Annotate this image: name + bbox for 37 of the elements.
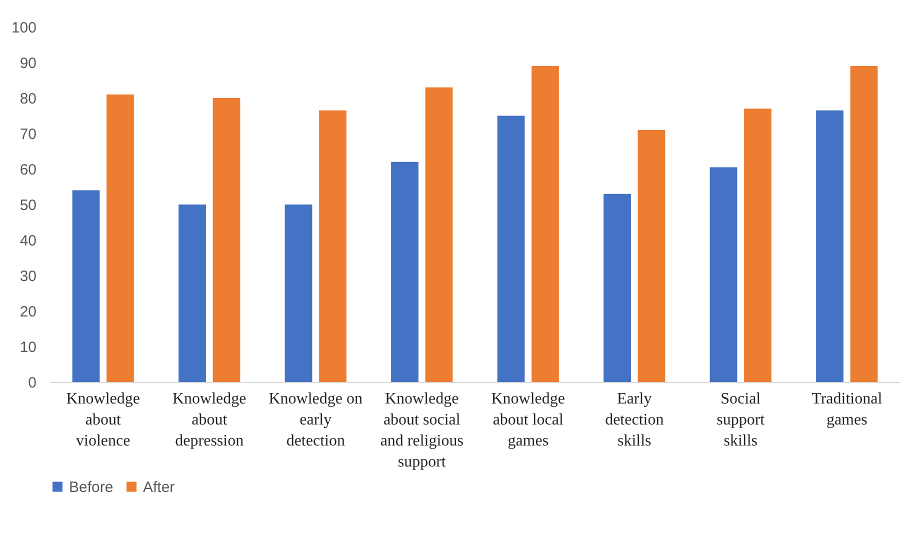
bar	[816, 110, 844, 382]
y-tick-label: 30	[20, 268, 36, 285]
y-tick-label: 60	[20, 162, 36, 178]
bar	[212, 98, 240, 382]
y-tick-label: 10	[20, 339, 36, 356]
x-tick-label: Knowledge about violence	[66, 390, 140, 450]
bar	[391, 162, 418, 382]
bar	[497, 116, 525, 382]
x-tick-label: Early detection skills	[605, 390, 664, 450]
x-tick-label: Knowledge about depression	[172, 390, 246, 450]
bar	[178, 204, 206, 382]
bar	[604, 194, 631, 382]
bar	[638, 130, 666, 382]
bar	[72, 190, 100, 382]
bar	[319, 110, 346, 382]
y-tick-label: 50	[20, 197, 36, 214]
bar	[425, 87, 453, 382]
bar	[744, 108, 772, 382]
bar	[532, 66, 559, 382]
y-tick-label: 100	[11, 20, 36, 36]
y-tick-label: 20	[20, 304, 36, 320]
legend-label: Before	[69, 478, 114, 496]
legend-label: After	[143, 478, 175, 496]
y-tick-label: 70	[20, 126, 36, 143]
x-tick-label: Knowledge about local games	[491, 390, 566, 450]
bar	[284, 204, 312, 382]
y-tick-label: 0	[28, 374, 36, 392]
y-tick-label: 90	[20, 55, 36, 72]
bar	[106, 94, 134, 382]
y-tick-label: 40	[20, 232, 36, 250]
x-tick-label: Knowledge about social and religious support	[380, 390, 464, 470]
y-tick-label: 80	[20, 90, 36, 108]
bar	[850, 66, 878, 382]
bar	[710, 167, 738, 382]
x-tick-label: Traditional games	[812, 390, 883, 428]
x-tick-label: Social support skills	[716, 390, 766, 450]
x-tick-label: Knowledge on early detection	[268, 390, 363, 450]
